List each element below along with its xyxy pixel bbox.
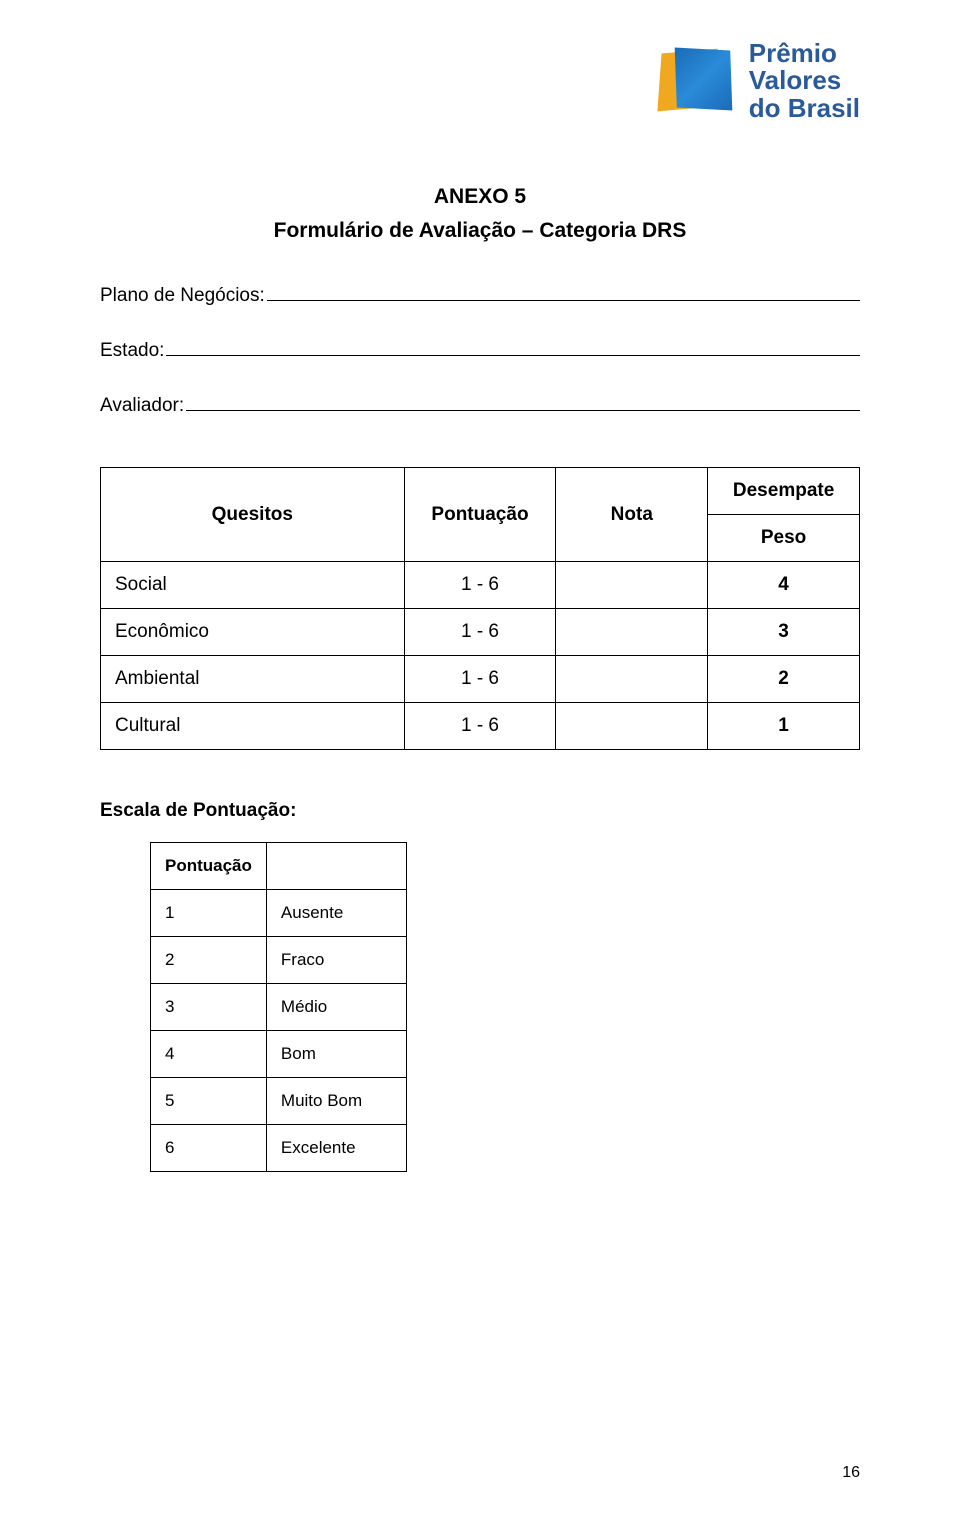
scale-number: 3 xyxy=(151,984,267,1031)
scale-header: Pontuação xyxy=(151,843,267,890)
cell-quesito: Econômico xyxy=(101,609,405,656)
scale-number: 6 xyxy=(151,1125,267,1172)
table-row: Ambiental 1 - 6 2 xyxy=(101,656,860,703)
evaluation-table: Quesitos Pontuação Nota Desempate Peso S… xyxy=(100,467,860,750)
field-estado: Estado: xyxy=(100,337,860,362)
cell-pontuacao: 1 - 6 xyxy=(404,703,556,750)
scale-number: 1 xyxy=(151,890,267,937)
scale-label: Muito Bom xyxy=(266,1078,406,1125)
title-line-1: ANEXO 5 xyxy=(100,180,860,214)
scale-row: 5 Muito Bom xyxy=(151,1078,407,1125)
scale-row: 1 Ausente xyxy=(151,890,407,937)
field-label-avaliador: Avaliador: xyxy=(100,395,184,417)
table-header-row: Quesitos Pontuação Nota Desempate xyxy=(101,468,860,515)
brand-logo: Prêmio Valores do Brasil xyxy=(654,40,860,122)
title-line-2: Formulário de Avaliação – Categoria DRS xyxy=(100,214,860,248)
scale-number: 2 xyxy=(151,937,267,984)
logo-line-2: Valores xyxy=(749,67,860,94)
cell-pontuacao: 1 - 6 xyxy=(404,562,556,609)
scale-table: Pontuação 1 Ausente 2 Fraco 3 Médio 4 Bo… xyxy=(150,842,407,1172)
logo-line-3: do Brasil xyxy=(749,95,860,122)
cell-peso: 2 xyxy=(708,656,860,703)
cell-nota xyxy=(556,656,708,703)
cell-peso: 3 xyxy=(708,609,860,656)
scale-header-row: Pontuação xyxy=(151,843,407,890)
scale-row: 4 Bom xyxy=(151,1031,407,1078)
scale-heading: Escala de Pontuação: xyxy=(100,800,860,822)
cell-peso: 1 xyxy=(708,703,860,750)
scale-row: 6 Excelente xyxy=(151,1125,407,1172)
table-row: Cultural 1 - 6 1 xyxy=(101,703,860,750)
cell-nota xyxy=(556,562,708,609)
cell-quesito: Social xyxy=(101,562,405,609)
table-row: Social 1 - 6 4 xyxy=(101,562,860,609)
scale-row: 3 Médio xyxy=(151,984,407,1031)
logo-line-1: Prêmio xyxy=(749,40,860,67)
cell-pontuacao: 1 - 6 xyxy=(404,656,556,703)
scale-label: Ausente xyxy=(266,890,406,937)
field-avaliador: Avaliador: xyxy=(100,392,860,417)
scale-label: Excelente xyxy=(266,1125,406,1172)
scale-label: Fraco xyxy=(266,937,406,984)
document-header: ANEXO 5 Formulário de Avaliação – Catego… xyxy=(100,180,860,247)
scale-row: 2 Fraco xyxy=(151,937,407,984)
cell-quesito: Cultural xyxy=(101,703,405,750)
th-pontuacao: Pontuação xyxy=(404,468,556,562)
field-underline xyxy=(267,282,860,301)
table-row: Econômico 1 - 6 3 xyxy=(101,609,860,656)
logo-text: Prêmio Valores do Brasil xyxy=(749,40,860,122)
th-peso: Peso xyxy=(708,515,860,562)
field-plano-negocios: Plano de Negócios: xyxy=(100,282,860,307)
th-quesitos: Quesitos xyxy=(101,468,405,562)
scale-label: Bom xyxy=(266,1031,406,1078)
th-nota: Nota xyxy=(556,468,708,562)
cell-nota xyxy=(556,703,708,750)
field-underline xyxy=(186,392,860,411)
scale-number: 4 xyxy=(151,1031,267,1078)
th-desempate: Desempate xyxy=(708,468,860,515)
form-fields: Plano de Negócios: Estado: Avaliador: xyxy=(100,282,860,417)
field-label-estado: Estado: xyxy=(100,340,164,362)
scale-label: Médio xyxy=(266,984,406,1031)
cell-peso: 4 xyxy=(708,562,860,609)
cell-nota xyxy=(556,609,708,656)
cell-quesito: Ambiental xyxy=(101,656,405,703)
logo-icon xyxy=(654,43,739,118)
scale-number: 5 xyxy=(151,1078,267,1125)
field-underline xyxy=(166,337,860,356)
page-number: 16 xyxy=(842,1464,860,1482)
cell-pontuacao: 1 - 6 xyxy=(404,609,556,656)
field-label-plano: Plano de Negócios: xyxy=(100,285,265,307)
scale-header-blank xyxy=(266,843,406,890)
